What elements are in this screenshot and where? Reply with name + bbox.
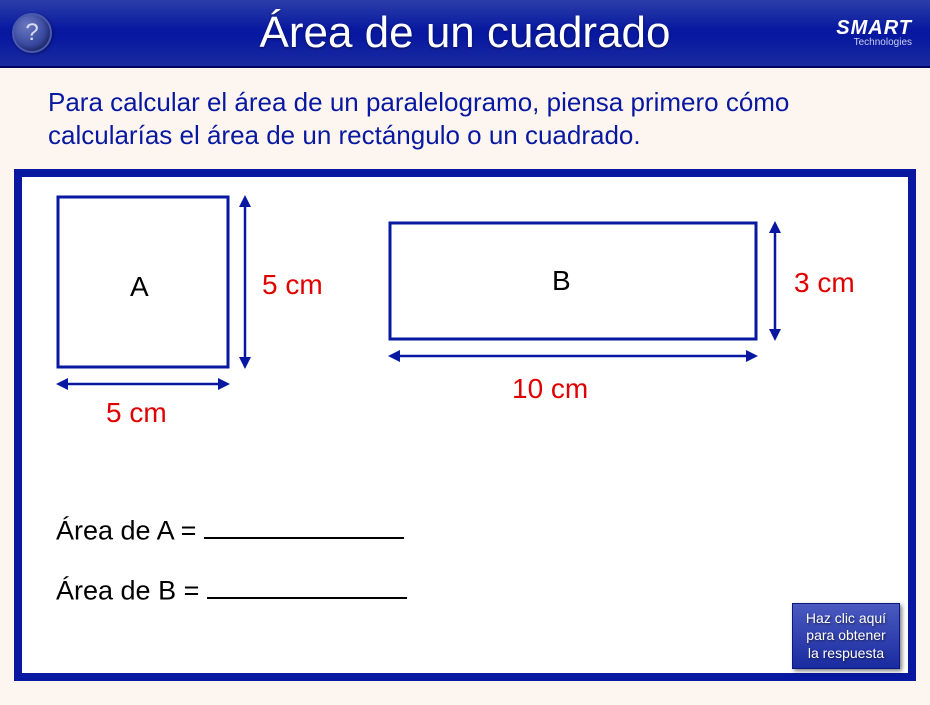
instruction-text: Para calcular el área de un paralelogram… [0, 68, 930, 165]
label-b: B [552, 265, 571, 297]
dim-b-width: 10 cm [512, 373, 588, 405]
logo-sub: Technologies [836, 38, 912, 48]
answer-b-blank[interactable] [207, 575, 407, 599]
arrow-b-width [388, 347, 758, 365]
logo-main: SMART [836, 17, 912, 39]
help-button[interactable]: ? [12, 13, 52, 53]
answer-a-row: Área de A = [56, 515, 404, 546]
arrow-a-width [56, 375, 230, 393]
reveal-line2: para obtener [806, 627, 885, 643]
brand-logo: SMART Technologies [836, 18, 912, 48]
worksheet-area: A 5 cm 5 cm B 3 cm 10 cm Área de A = Áre… [14, 169, 916, 681]
dim-a-side: 5 cm [262, 269, 323, 301]
arrow-b-height [766, 221, 784, 341]
dim-b-height: 3 cm [794, 267, 855, 299]
answer-b-label: Área de B = [56, 575, 207, 605]
reveal-line1: Haz clic aquí [806, 610, 886, 626]
page-title: Área de un cuadrado [260, 8, 671, 58]
answer-a-blank[interactable] [204, 515, 404, 539]
reveal-line3: la respuesta [808, 645, 884, 661]
header-bar: ? Área de un cuadrado SMART Technologies [0, 0, 930, 68]
dim-a-bottom: 5 cm [106, 397, 167, 429]
arrow-a-height [236, 195, 254, 369]
help-icon: ? [25, 19, 38, 47]
reveal-answer-button[interactable]: Haz clic aquí para obtener la respuesta [792, 603, 900, 670]
answer-a-label: Área de A = [56, 515, 204, 545]
answer-b-row: Área de B = [56, 575, 407, 606]
rectangle-b [388, 221, 758, 341]
label-a: A [130, 271, 149, 303]
